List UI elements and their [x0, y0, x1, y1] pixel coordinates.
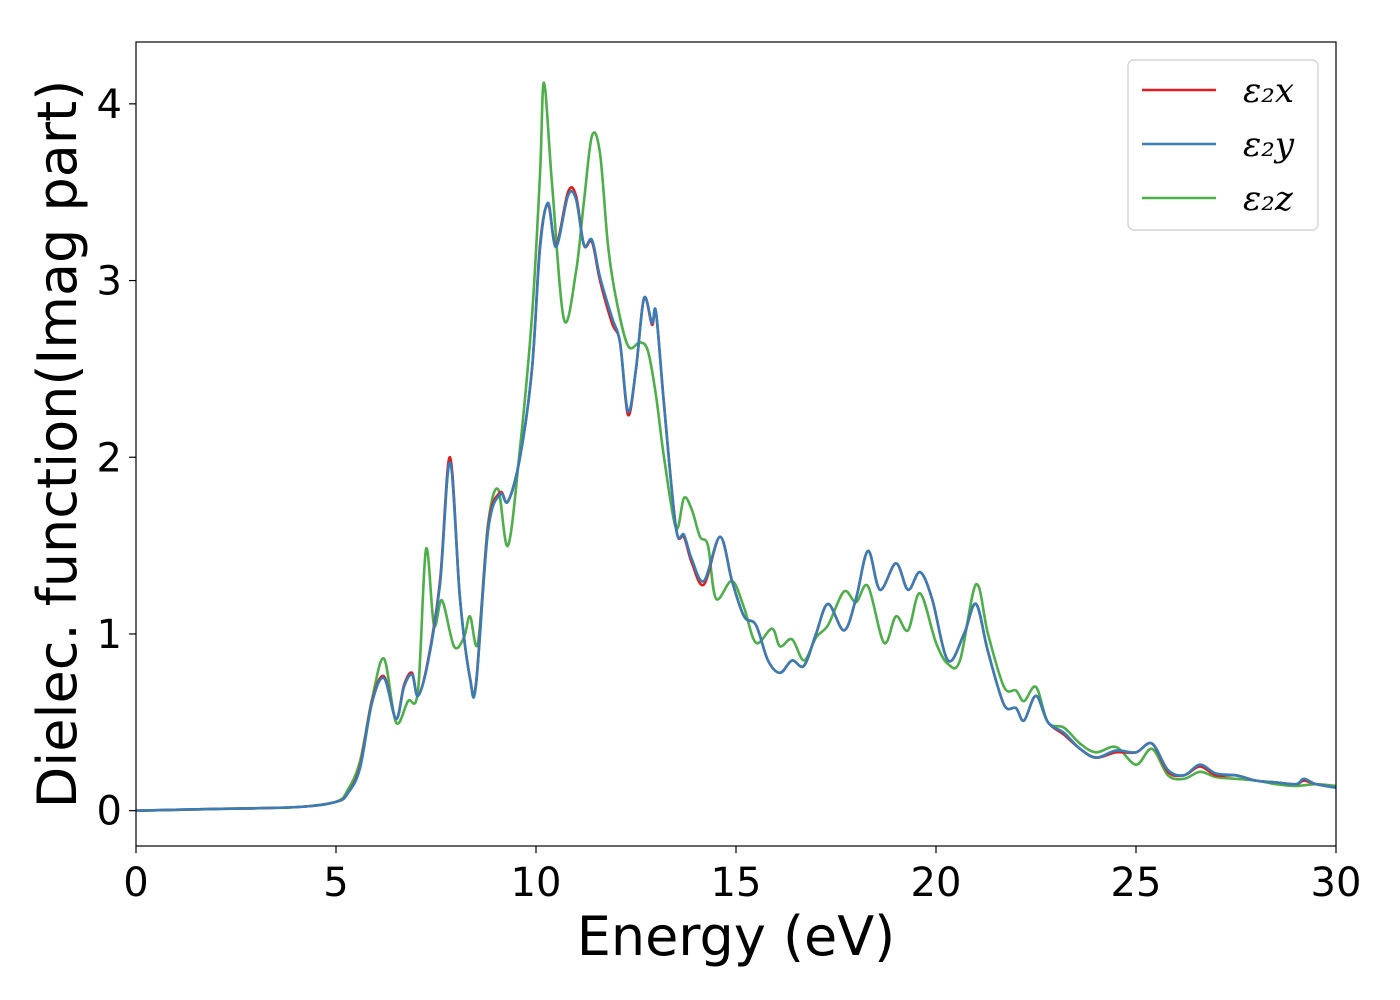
y-tick-label: 1	[97, 612, 122, 658]
x-axis-title: Energy (eV)	[577, 905, 896, 968]
legend-label: ε₂x	[1243, 71, 1294, 111]
y-tick-label: 3	[97, 259, 122, 305]
legend-label: ε₂y	[1243, 125, 1295, 165]
tick-layer: 0 5 10 15 20 25 30 0 1 2 3 4	[97, 82, 1362, 906]
series-line-y	[135, 189, 1337, 812]
legend-box	[1127, 59, 1319, 231]
y-axis-title: Dielec. function(Imag part)	[26, 80, 89, 809]
y-tick-label: 0	[97, 789, 122, 835]
y-tick-label: 4	[97, 82, 122, 128]
x-tick-label: 0	[123, 860, 148, 906]
y-tick-label: 2	[97, 435, 122, 481]
series-layer	[135, 81, 1337, 812]
series-line-z	[135, 81, 1337, 812]
legend-label: ε₂z	[1243, 179, 1294, 219]
x-tick-label: 5	[323, 860, 348, 906]
plot-frame	[135, 41, 1337, 847]
legend: ε₂x ε₂y ε₂z	[1127, 59, 1319, 231]
x-tick-label: 15	[711, 860, 762, 906]
x-tick-label: 10	[511, 860, 562, 906]
x-tick-label: 25	[1111, 860, 1162, 906]
x-tick-label: 30	[1311, 860, 1362, 906]
x-tick-label: 20	[911, 860, 962, 906]
